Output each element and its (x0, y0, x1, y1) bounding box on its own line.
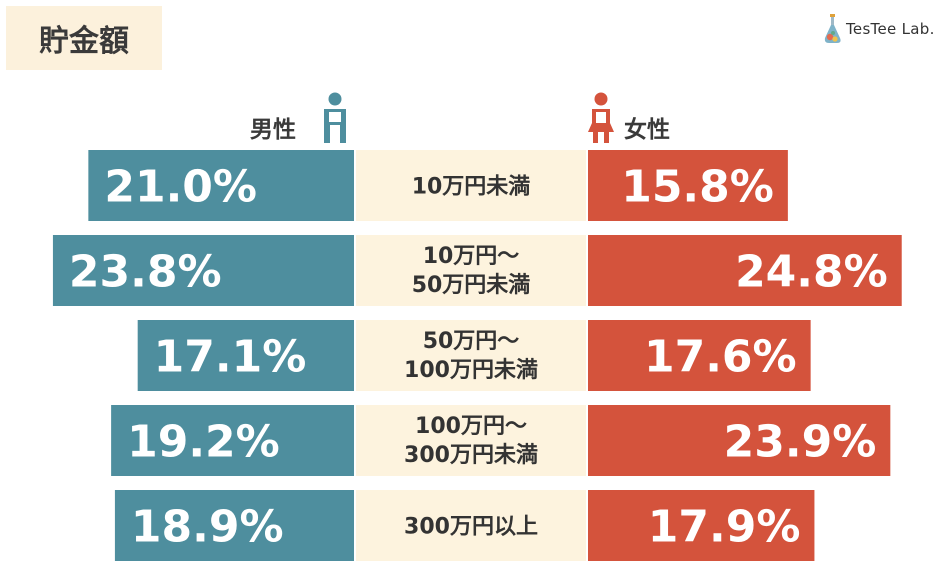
male-value-label: 19.2% (127, 417, 280, 468)
legend-female-label: 女性 (624, 117, 670, 143)
female-value-label: 23.9% (724, 417, 877, 468)
category-label: 100万円～ (415, 414, 527, 439)
category-label: 50万円～ (423, 329, 520, 354)
category-cell (356, 320, 586, 391)
female-value-label: 15.8% (621, 162, 774, 213)
female-person-icon (588, 92, 614, 143)
category-label: 10万円～ (423, 244, 520, 269)
legend-male-label: 男性 (250, 117, 296, 143)
female-bar (588, 150, 788, 221)
category-label: 100万円未満 (404, 357, 538, 383)
male-bar (114, 490, 354, 561)
category-cell (356, 235, 586, 306)
male-bar (137, 320, 354, 391)
female-bar (588, 320, 811, 391)
male-value-label: 17.1% (154, 332, 307, 383)
male-bar (52, 235, 355, 306)
female-bar (588, 235, 902, 306)
brand-logo: TesTee Lab. (824, 12, 935, 46)
female-value-label: 24.8% (735, 247, 888, 298)
male-person-icon (324, 92, 346, 143)
category-label: 10万円未満 (412, 174, 531, 200)
male-value-label: 23.8% (69, 247, 222, 298)
male-bar (111, 405, 355, 476)
category-label: 300万円未満 (404, 442, 538, 468)
female-bar (588, 490, 815, 561)
category-cell (356, 490, 586, 561)
female-bar (588, 405, 891, 476)
male-value-label: 21.0% (104, 162, 257, 213)
logo-text: TesTee Lab. (846, 20, 935, 38)
chart-title: 貯金額 (6, 6, 162, 70)
female-value-label: 17.9% (648, 502, 801, 553)
male-bar (88, 150, 354, 221)
flask-icon (824, 14, 841, 43)
male-value-label: 18.9% (131, 502, 284, 553)
category-cell (356, 150, 586, 221)
category-label: 300万円以上 (404, 515, 538, 540)
female-value-label: 17.6% (644, 332, 797, 383)
category-label: 50万円未満 (412, 272, 531, 298)
category-cell (356, 405, 586, 476)
